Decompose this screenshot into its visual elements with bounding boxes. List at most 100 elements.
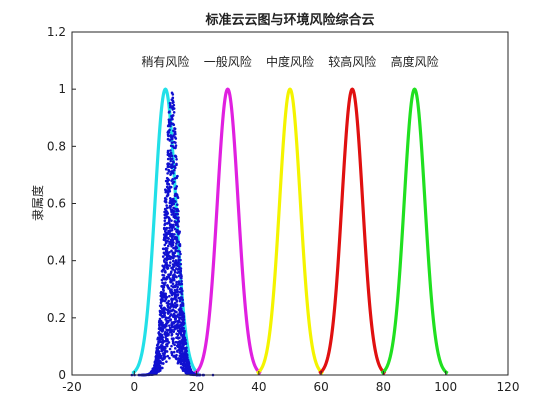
cloud-drop	[163, 210, 166, 214]
cloud-drop	[164, 339, 168, 343]
cloud-drop	[178, 311, 182, 314]
cloud-drop	[165, 210, 169, 214]
cloud-drop	[176, 225, 180, 228]
cloud-drop	[175, 240, 179, 244]
cloud-drop	[174, 141, 177, 144]
composite-cloud-points	[130, 91, 215, 377]
y-axis: 0 0.2 0.4 0.6 0.8 1 1.2	[47, 25, 76, 382]
cloud-drop	[167, 275, 171, 279]
cloud-curve	[318, 87, 387, 375]
cloud-drop	[166, 301, 169, 305]
cloud-drop	[170, 213, 174, 216]
cloud-drop	[187, 365, 190, 368]
cloud-drop	[175, 280, 178, 284]
cloud-drop	[173, 168, 176, 172]
cloud-drop	[163, 313, 166, 317]
cloud-drop	[170, 163, 173, 167]
cloud-drop	[176, 329, 180, 333]
cloud-drop	[155, 371, 158, 375]
cloud-drop	[169, 159, 173, 163]
cloud-drop	[179, 328, 183, 332]
cloud-drop	[180, 287, 183, 290]
cloud-drop	[154, 357, 158, 361]
cloud-drop	[174, 306, 178, 309]
cloud-drop	[164, 322, 168, 326]
cloud-drop	[174, 212, 178, 216]
cloud-drop	[176, 349, 179, 352]
cloud-drop	[166, 354, 170, 358]
cloud-drop	[163, 351, 166, 355]
cloud-drop	[177, 260, 181, 264]
cloud-drop	[164, 216, 167, 220]
cloud-drop	[180, 345, 184, 349]
cloud-drop	[178, 326, 181, 330]
y-tick-label: 1	[58, 82, 66, 96]
cloud-drop	[157, 330, 161, 334]
cloud-drop	[165, 204, 168, 207]
cloud-drop	[166, 215, 170, 219]
cloud-drop	[170, 301, 174, 305]
x-tick-label: 100	[434, 380, 457, 394]
cloud-drop	[176, 322, 179, 326]
cloud-drop	[164, 213, 167, 217]
cloud-drop	[168, 264, 172, 267]
cloud-drop	[166, 304, 170, 307]
cloud-drop	[166, 172, 169, 175]
cloud-drop	[170, 236, 174, 239]
cloud-drop	[173, 127, 176, 130]
cloud-drop	[171, 251, 175, 255]
cloud-drop	[160, 333, 163, 337]
cloud-drop	[171, 117, 174, 121]
cloud-drop	[158, 339, 161, 343]
cloud-drop	[159, 304, 163, 308]
cloud-drop	[149, 371, 153, 374]
cloud-drop	[161, 327, 165, 331]
cloud-drop	[177, 231, 181, 235]
cloud-curve	[193, 87, 262, 375]
cloud-drop	[170, 333, 173, 337]
cloud-drop	[162, 311, 165, 314]
cloud-drop	[174, 236, 178, 239]
cloud-label: 较高风险	[328, 54, 376, 69]
cloud-drop	[169, 234, 172, 238]
cloud-drop	[168, 165, 172, 168]
cloud-drop	[165, 344, 169, 348]
cloud-drop	[170, 266, 173, 270]
cloud-drop	[166, 284, 169, 287]
cloud-drop	[176, 222, 179, 226]
cloud-drop	[166, 157, 170, 161]
cloud-drop	[176, 220, 179, 224]
y-tick-label: 0.4	[47, 254, 66, 268]
cloud-drop	[168, 217, 171, 221]
cloud-drop	[170, 98, 174, 101]
x-tick-label: 60	[314, 380, 329, 394]
cloud-label: 一般风险	[204, 54, 252, 69]
cloud-drop	[176, 343, 180, 346]
cloud-drop	[172, 225, 175, 229]
cloud-drop	[173, 288, 177, 292]
cloud-drop	[181, 304, 185, 307]
cloud-drop	[168, 231, 171, 234]
cloud-drop	[159, 306, 163, 310]
standard-cloud-curves	[131, 87, 449, 375]
x-tick-label: 40	[251, 380, 266, 394]
cloud-drop	[163, 326, 167, 329]
cloud-drop	[161, 288, 165, 291]
cloud-drop	[157, 364, 160, 368]
cloud-drop	[169, 273, 172, 277]
cloud-drop	[161, 255, 165, 258]
x-tick-label: -20	[62, 380, 82, 394]
cloud-drop	[158, 333, 161, 336]
cloud-drop	[174, 314, 178, 317]
cloud-drop	[175, 303, 179, 307]
cloud-drop	[172, 273, 176, 277]
cloud-drop	[170, 166, 174, 169]
cloud-curve	[380, 87, 449, 375]
cloud-drop	[171, 259, 175, 263]
chart-title: 标准云云图与环境风险综合云	[204, 12, 374, 28]
cloud-drop	[178, 324, 182, 328]
cloud-drop	[174, 146, 177, 149]
cloud-drop	[179, 252, 182, 256]
cloud-drop	[172, 197, 175, 201]
cloud-drop	[185, 363, 189, 366]
